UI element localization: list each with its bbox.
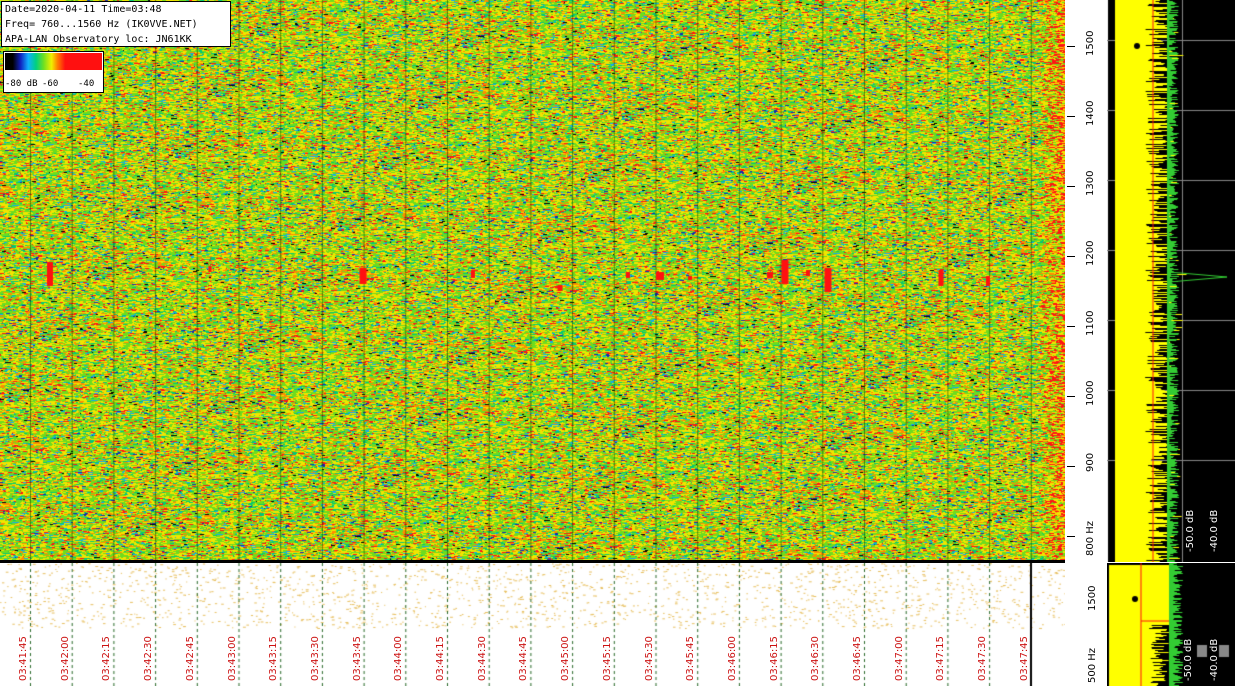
legend-label-max: -40: [78, 79, 95, 89]
lower-hz-label-500: 500 Hz: [1087, 647, 1098, 683]
time-strip-dots: [0, 563, 1065, 686]
time-label: 03:42:15: [101, 636, 113, 681]
db-label-upper-40: -40.0 dB: [1209, 509, 1220, 552]
time-label: 03:46:15: [768, 636, 780, 681]
time-label: 03:47:00: [893, 636, 905, 681]
info-date-time: Date=2020-04-11 Time=03:48: [5, 4, 162, 15]
lower-spectrum-trace: [1107, 563, 1235, 686]
db-label-lower-40: -40.0 dB: [1209, 638, 1220, 681]
hz-tick: [1067, 46, 1075, 47]
panel-divider: [0, 560, 1065, 563]
time-label: 03:44:15: [435, 636, 446, 681]
db-label-upper-50: -50.0 dB: [1185, 509, 1196, 552]
hz-tick: [1067, 186, 1075, 187]
time-label: 03:47:15: [935, 636, 947, 681]
time-label: 03:44:45: [518, 636, 530, 681]
time-label: 03:47:30: [977, 636, 989, 681]
time-label: 03:42:45: [184, 636, 196, 681]
frequency-axis: 1500 1400 1300 1200 1100 1000 900 800 Hz: [1065, 0, 1107, 562]
spectrum-trace: [1107, 0, 1235, 562]
time-label: 03:44:30: [476, 636, 488, 681]
info-frequency: Freq= 760...1560 Hz (IK0VVE.NET): [5, 19, 198, 30]
hz-tick: [1067, 326, 1075, 327]
time-label: 03:45:45: [685, 636, 697, 681]
time-strip: 03:41:45 03:42:00 03:42:15 03:42:30 03:42:45…: [0, 563, 1065, 686]
hz-label-1200: 1200: [1085, 240, 1096, 266]
time-label: 03:43:15: [268, 636, 280, 681]
hz-tick: [1067, 396, 1075, 397]
color-scale-bar: [5, 53, 102, 70]
spectrum-panel: -50.0 dB -40.0 dB: [1107, 0, 1235, 562]
time-label: 03:43:45: [351, 636, 363, 681]
lower-spectrum-panel: -50.0 dB -40.0 dB: [1107, 563, 1235, 686]
legend-label-min: -80 dB: [5, 79, 38, 89]
time-label: 03:42:30: [143, 636, 155, 681]
hz-label-800: 800 Hz: [1085, 520, 1096, 556]
time-label: 03:45:15: [601, 636, 613, 681]
time-label: 03:42:00: [59, 636, 71, 681]
hz-tick: [1067, 536, 1075, 537]
db-label-lower-50: -50.0 dB: [1183, 638, 1194, 681]
waterfall-spectrogram: [0, 0, 1065, 562]
hz-tick: [1067, 466, 1075, 467]
time-label: 03:41:45: [18, 636, 29, 681]
legend-label-mid: -60: [42, 79, 59, 89]
time-label: 03:45:30: [643, 636, 655, 681]
time-label: 03:44:00: [393, 636, 405, 681]
hz-tick: [1067, 116, 1075, 117]
hz-label-1500: 1500: [1085, 30, 1096, 56]
hz-label-1400: 1400: [1085, 100, 1096, 126]
time-label: 03:45:00: [560, 636, 572, 681]
hz-label-900: 900: [1085, 452, 1096, 472]
info-observatory: APA-LAN Observatory loc: JN61KK: [5, 34, 192, 45]
color-scale-legend: -80 dB -60 -40: [3, 51, 104, 93]
time-label: 03:46:00: [726, 636, 738, 681]
time-label: 03:46:30: [810, 636, 822, 681]
time-label: 03:43:00: [226, 636, 238, 681]
hz-label-1300: 1300: [1085, 170, 1096, 196]
lower-frequency-axis: 1500 500 Hz: [1065, 563, 1107, 686]
lower-hz-label-1500: 1500: [1087, 585, 1098, 611]
hz-label-1100: 1100: [1085, 310, 1096, 336]
time-label: 03:47:45: [1018, 636, 1030, 681]
hz-label-1000: 1000: [1085, 380, 1096, 406]
time-label: 03:46:45: [852, 636, 863, 681]
hz-tick: [1067, 256, 1075, 257]
time-label: 03:43:30: [309, 636, 321, 681]
info-box: Date=2020-04-11 Time=03:48 Freq= 760...1…: [1, 1, 231, 47]
